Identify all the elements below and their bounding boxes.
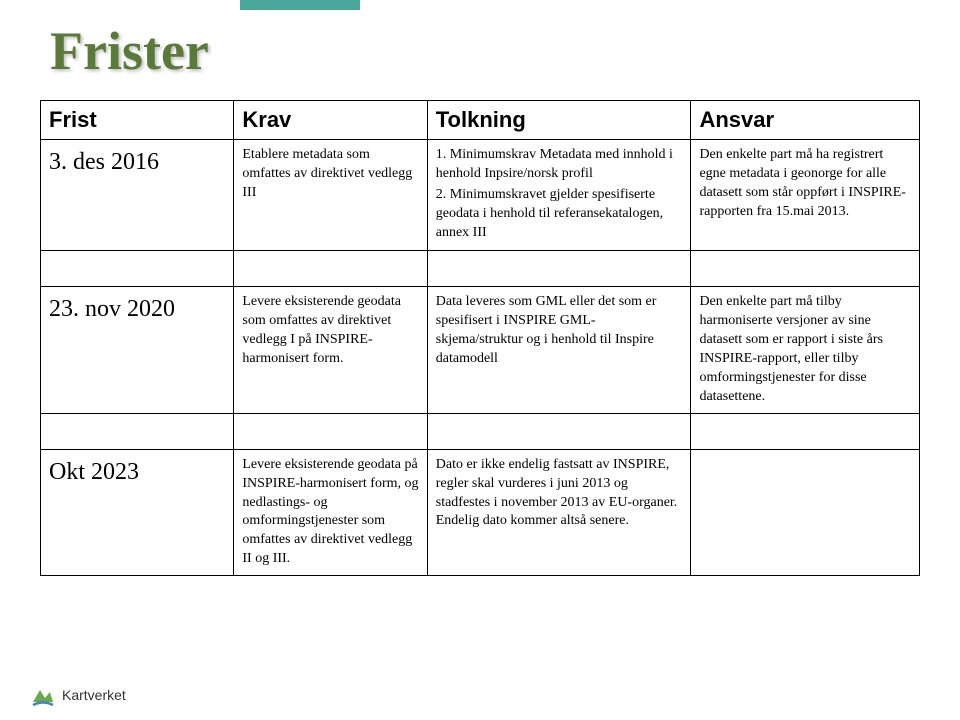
- page-title: Frister: [40, 20, 920, 82]
- spacer-row: [41, 413, 920, 449]
- cell-krav: Levere eksisterende geodata på INSPIRE-h…: [234, 449, 427, 575]
- cell-tolkning: Data leveres som GML eller det som er sp…: [427, 287, 691, 413]
- table-row: 3. des 2016 Etablere metadata som omfatt…: [41, 140, 920, 251]
- col-header-ansvar: Ansvar: [691, 101, 920, 140]
- tolkning-item: 1. Minimumskrav Metadata med innhold i h…: [436, 146, 683, 184]
- cell-ansvar: [691, 449, 920, 575]
- cell-krav: Etablere metadata som omfattes av direkt…: [234, 140, 427, 251]
- col-header-krav: Krav: [234, 101, 427, 140]
- top-accent-bar: [240, 0, 360, 10]
- table-row: Okt 2023 Levere eksisterende geodata på …: [41, 449, 920, 575]
- cell-krav: Levere eksisterende geodata som omfattes…: [234, 287, 427, 413]
- cell-tolkning: 1. Minimumskrav Metadata med innhold i h…: [427, 140, 691, 251]
- spacer-row: [41, 251, 920, 287]
- cell-frist: 3. des 2016: [41, 140, 234, 251]
- cell-tolkning: Dato er ikke endelig fastsatt av INSPIRE…: [427, 449, 691, 575]
- col-header-frist: Frist: [41, 101, 234, 140]
- footer-logo-text: Kartverket: [62, 687, 126, 703]
- table-header-row: Frist Krav Tolkning Ansvar: [41, 101, 920, 140]
- table-row: 23. nov 2020 Levere eksisterende geodata…: [41, 287, 920, 413]
- kartverket-logo-icon: [30, 682, 56, 708]
- frister-table: Frist Krav Tolkning Ansvar 3. des 2016 E…: [40, 100, 920, 576]
- tolkning-item: 2. Minimumskravet gjelder spesifiserte g…: [436, 186, 683, 243]
- cell-frist: 23. nov 2020: [41, 287, 234, 413]
- cell-frist: Okt 2023: [41, 449, 234, 575]
- footer-logo: Kartverket: [30, 682, 126, 708]
- cell-ansvar: Den enkelte part må tilby harmoniserte v…: [691, 287, 920, 413]
- col-header-tolkning: Tolkning: [427, 101, 691, 140]
- cell-ansvar: Den enkelte part må ha registrert egne m…: [691, 140, 920, 251]
